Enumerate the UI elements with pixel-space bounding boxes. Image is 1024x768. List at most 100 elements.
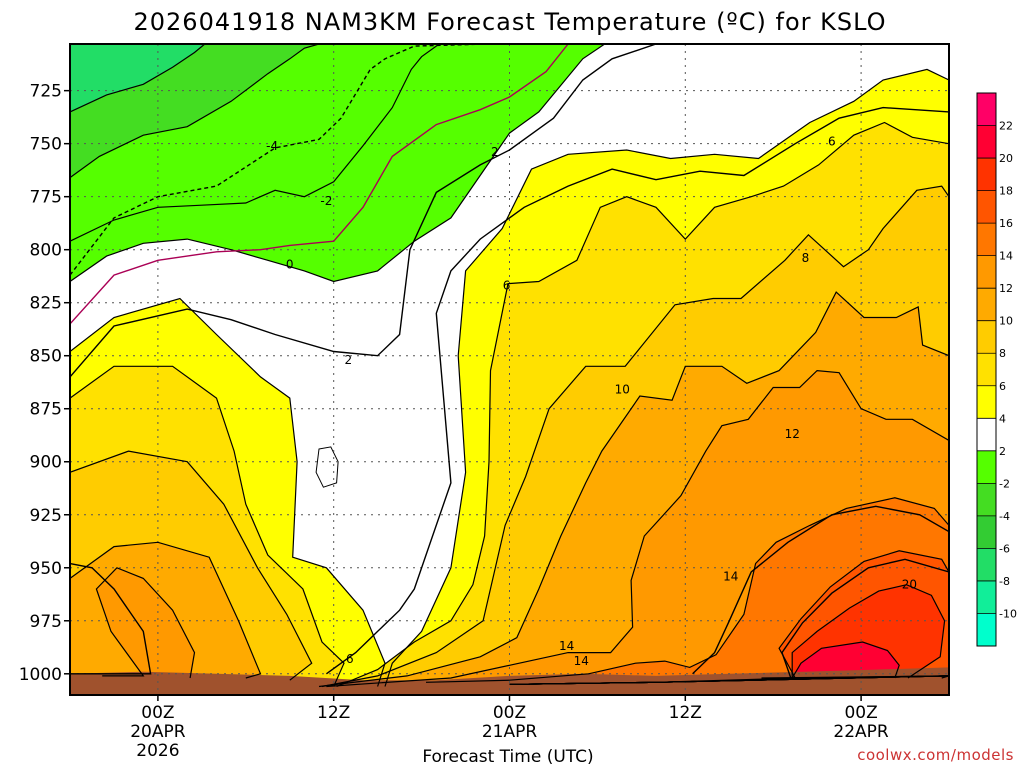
colorbar-label: -2	[999, 477, 1010, 490]
contour-line-layer	[70, 44, 949, 688]
y-tick-label: 850	[30, 347, 62, 367]
contour-label: 6	[503, 279, 511, 293]
temperature-band	[792, 642, 900, 678]
y-tick-label: 1000	[19, 665, 62, 685]
contour-line	[791, 641, 900, 679]
colorbar-label: -10	[999, 607, 1017, 620]
contour-label: 6	[828, 135, 836, 149]
x-tick-label: 12Z	[317, 703, 350, 723]
contour-line	[70, 44, 949, 685]
colorbar-swatch	[977, 190, 996, 224]
contour-label: 6	[346, 652, 354, 666]
colorbar-swatch	[977, 548, 996, 581]
contour-line	[70, 297, 386, 687]
y-tick-label: 875	[30, 400, 62, 420]
colorbar-swatch	[977, 580, 996, 614]
contour-line	[425, 497, 949, 683]
contour-line	[336, 121, 949, 688]
temperature-fill-layer	[70, 44, 949, 695]
x-tick-label: 00Z	[493, 703, 526, 723]
y-tick-label: 900	[30, 453, 62, 473]
contour-line	[325, 106, 949, 675]
colorbar-swatch	[977, 450, 996, 484]
colorbar-label: 2	[999, 445, 1006, 458]
colorbar-label: 4	[999, 412, 1006, 425]
x-tick-label: 20APR	[130, 722, 186, 742]
colorbar-swatch	[977, 158, 996, 191]
colorbar-label: 6	[999, 380, 1006, 393]
y-tick-label: 750	[30, 135, 62, 155]
colorbar-swatch	[977, 288, 996, 321]
colorbar-label: 10	[999, 315, 1013, 328]
colorbar-swatch	[977, 353, 996, 386]
contour-line	[791, 584, 946, 679]
x-tick-label: 12Z	[669, 703, 702, 723]
contour-line	[70, 365, 345, 687]
contour-line	[70, 450, 313, 681]
contour-label: 14	[574, 654, 589, 668]
contour-line	[384, 68, 949, 687]
contour-line	[781, 558, 949, 679]
colorbar-label: 22	[999, 120, 1013, 133]
colorbar-label: 8	[999, 347, 1006, 360]
contour-label: 10	[615, 383, 630, 397]
colorbar-swatch	[977, 613, 996, 646]
y-tick-label: 725	[30, 82, 62, 102]
contour-line	[95, 567, 196, 679]
contour-line	[70, 44, 569, 325]
warm-pocket-patch	[315, 446, 339, 488]
colorbar-swatch	[977, 255, 996, 289]
contour-line	[70, 44, 891, 378]
contour-line	[692, 505, 949, 675]
colorbar-label: 18	[999, 185, 1013, 198]
colorbar-swatch	[977, 93, 996, 126]
colorbar-swatch	[977, 418, 996, 451]
contour-label: 12	[785, 427, 800, 441]
x-tick-label: 00Z	[844, 703, 877, 723]
contour-label: 0	[286, 258, 294, 272]
contour-line	[70, 44, 949, 685]
y-tick-label: 975	[30, 612, 62, 632]
colorbar-label: 14	[999, 250, 1013, 263]
temperature-band	[96, 567, 195, 678]
colorbar-label: 20	[999, 152, 1013, 165]
colorbar-label: -8	[999, 575, 1010, 588]
colorbar-frame	[976, 92, 997, 647]
contour-label: -4	[266, 139, 278, 153]
y-axis: 725 750 775 800 825 850 875 900 925 950 975 1000	[19, 82, 70, 685]
x-tick-label: 21APR	[482, 722, 538, 742]
contour-line	[70, 44, 949, 685]
x-tick-label: 22APR	[833, 722, 889, 742]
credit-text: coolwx.com/models	[857, 746, 1014, 764]
colorbar-swatch	[977, 223, 996, 256]
contour-label: 2	[345, 353, 353, 367]
colorbar-swatch	[977, 385, 996, 419]
y-tick-label: 800	[30, 241, 62, 261]
contour-line	[70, 44, 488, 276]
colorbar-label: 12	[999, 282, 1013, 295]
contour-label: 20	[902, 578, 917, 592]
contour-label: 8	[802, 251, 810, 265]
colorbar: -10 -8 -6 -4 -2 2 4 6 8 10 12 14 16 18 20 22	[976, 92, 1017, 647]
colorbar-label: -6	[999, 542, 1010, 555]
x-axis-label: Forecast Time (UTC)	[422, 747, 593, 767]
y-tick-label: 825	[30, 294, 62, 314]
x-tick-label: 2026	[136, 741, 179, 761]
contour-label: -2	[320, 194, 332, 208]
chart-title: 2026041918 NAM3KM Forecast Temperature (…	[133, 8, 886, 36]
colorbar-swatch	[977, 320, 996, 354]
colorbar-swatch	[977, 515, 996, 549]
x-tick-label: 00Z	[141, 703, 174, 723]
colorbar-swatch	[977, 483, 996, 516]
y-tick-label: 950	[30, 559, 62, 579]
colorbar-swatch	[977, 125, 996, 159]
contour-line	[778, 550, 949, 679]
contour-line	[326, 369, 949, 688]
colorbar-label: 16	[999, 217, 1013, 230]
contour-label: 14	[559, 639, 574, 653]
contour-label: 2	[491, 145, 499, 159]
contour-line	[70, 562, 152, 675]
